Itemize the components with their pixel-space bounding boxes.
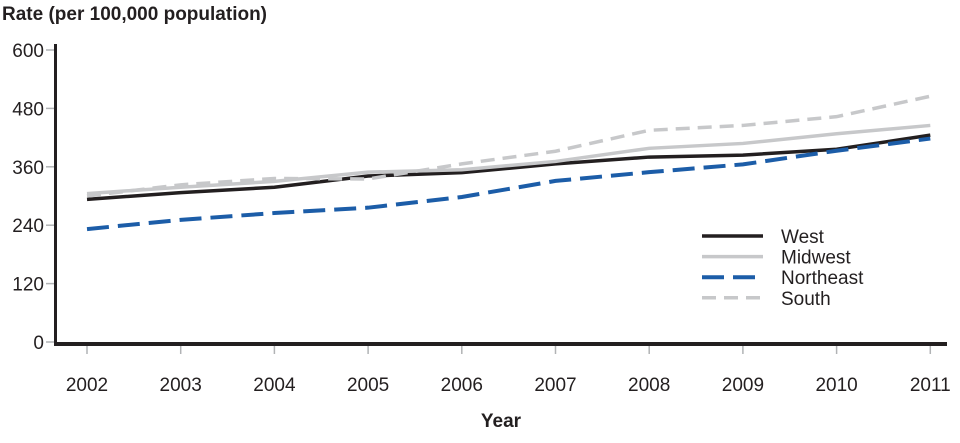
y-tick-label: 240 [12,216,44,237]
series-line-west [86,133,931,202]
y-tick-label: 480 [12,99,44,120]
y-tick-label: 0 [33,333,44,354]
y-tick-label: 360 [12,158,44,179]
chart-title: Rate (per 100,000 population) [2,4,268,25]
series-line-midwest [86,123,931,196]
x-tick-label: 2006 [441,375,483,396]
x-tick-label: 2005 [347,375,389,396]
legend-label-south: South [781,289,831,310]
y-tick-label: 600 [12,41,44,62]
y-tick-label: 120 [12,275,44,296]
x-tick-label: 2008 [628,375,670,396]
x-tick-label: 2004 [253,375,296,396]
legend-label-west: West [781,227,825,248]
x-tick-label: 2010 [815,375,857,396]
series-line-south [86,94,931,198]
legend-label-northeast: Northeast [781,268,864,289]
x-tick-label: 2009 [722,375,764,396]
x-tick-label: 2002 [66,375,108,396]
x-tick-label: 2011 [910,375,951,396]
x-tick-label: 2003 [160,375,202,396]
x-tick-label: 2007 [534,375,576,396]
legend-label-midwest: Midwest [781,248,851,269]
series-line-northeast [86,136,931,232]
x-axis-title: Year [480,411,522,432]
